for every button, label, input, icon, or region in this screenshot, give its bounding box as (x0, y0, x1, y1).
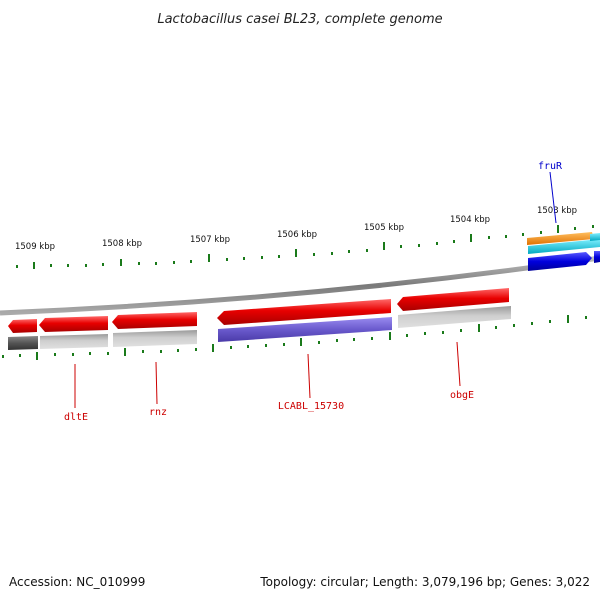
gene-label-LCABL-15730[interactable]: LCABL_15730 (278, 401, 344, 412)
outer-scale-ticks (16, 225, 594, 269)
gene-rnz-feature[interactable] (112, 312, 197, 329)
gene-cyan-feature-2[interactable] (590, 233, 600, 241)
gene-LCABL-15730-feature[interactable] (217, 299, 391, 325)
gene-label-dltE[interactable]: dltE (64, 412, 88, 423)
reverse-strand-cds (8, 288, 509, 333)
gene-obgE-feature[interactable] (397, 288, 509, 311)
scale-label-1508: 1508 kbp (102, 239, 142, 249)
inner-scale-ticks (2, 315, 587, 360)
scale-label-1509: 1509 kbp (15, 242, 55, 252)
gene-blue-feature-2[interactable] (594, 251, 600, 263)
accession-text: Accession: NC_010999 (9, 575, 145, 589)
gene-dark-gray-feature[interactable] (8, 336, 38, 350)
scale-label-1506: 1506 kbp (277, 230, 317, 240)
gene-label-rnz[interactable]: rnz (149, 407, 167, 418)
gene-purple-feature[interactable] (218, 317, 392, 342)
gene-dltE-feature[interactable] (39, 316, 108, 332)
gene-orange-feature[interactable] (527, 232, 594, 245)
gene-cyan-feature[interactable] (528, 239, 600, 254)
forward-strand-features (527, 232, 600, 271)
leader-line-rnz (155, 361, 158, 405)
leader-line-fruR (549, 171, 557, 224)
map-title: Lactobacillus casei BL23, complete genom… (157, 12, 442, 27)
genome-summary-text: Topology: circular; Length: 3,079,196 bp… (259, 575, 590, 589)
scale-label-1505: 1505 kbp (364, 223, 404, 233)
scale-label-1504: 1504 kbp (450, 215, 490, 225)
gene-blue-feature[interactable] (528, 252, 592, 271)
gene-label-fruR[interactable]: fruR (538, 161, 563, 172)
gene-gray-feature-rnz[interactable] (113, 330, 197, 347)
scale-label-1507: 1507 kbp (190, 235, 230, 245)
reverse-strand-genes (8, 306, 511, 350)
scale-label-1503: 1503 kbp (537, 206, 577, 216)
chromosome-backbone (0, 255, 600, 316)
gene-label-obgE[interactable]: obgE (450, 390, 474, 401)
gene-gray-feature-dltE[interactable] (40, 334, 108, 349)
gene-gray-feature-obgE[interactable] (398, 306, 511, 328)
gene-red-feature-1[interactable] (8, 319, 37, 333)
leader-line-obgE (456, 341, 461, 387)
leader-line-LCABL-15730 (307, 353, 311, 399)
